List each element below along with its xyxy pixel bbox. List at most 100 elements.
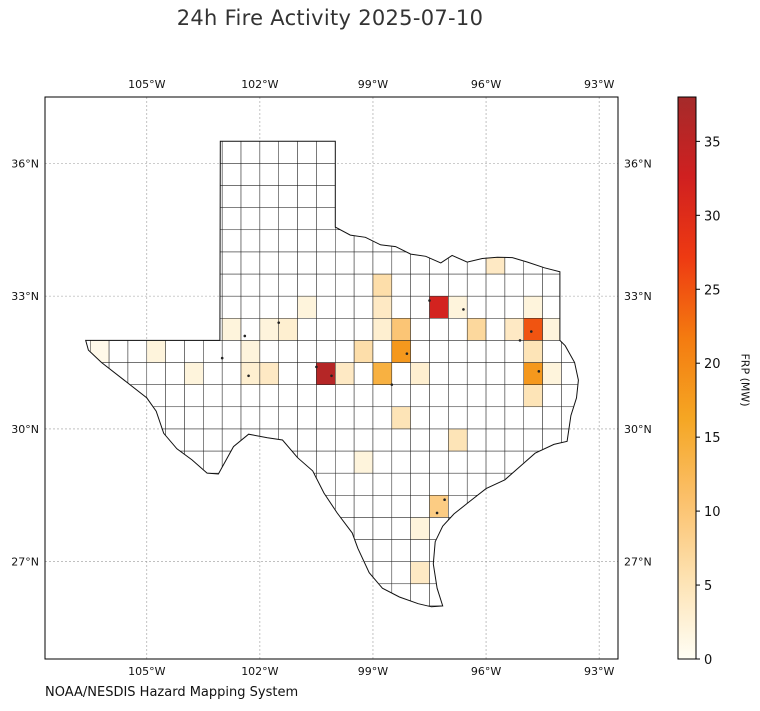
- county: [410, 406, 430, 430]
- county: [278, 295, 298, 319]
- fire-detections-layer: [220, 299, 541, 515]
- county: [372, 495, 393, 518]
- fire-detection-point: [405, 352, 409, 355]
- county: [448, 318, 468, 341]
- county: [372, 517, 393, 540]
- county: [259, 406, 279, 430]
- county-with-fire: [372, 295, 393, 319]
- county: [316, 185, 336, 208]
- county: [391, 384, 411, 408]
- county: [466, 450, 487, 474]
- county: [297, 406, 317, 430]
- county: [335, 318, 355, 341]
- county: [353, 362, 374, 385]
- county: [316, 318, 336, 341]
- county: [353, 517, 374, 540]
- county: [165, 340, 185, 363]
- county: [335, 472, 355, 496]
- county: [184, 384, 204, 408]
- county: [335, 340, 355, 363]
- county: [316, 295, 336, 319]
- fire-detection-point: [435, 511, 439, 515]
- county: [372, 428, 393, 452]
- county: [165, 406, 185, 430]
- county: [203, 428, 223, 452]
- county-with-fire: [316, 362, 336, 385]
- county: [221, 141, 242, 164]
- county: [278, 384, 298, 408]
- county: [372, 450, 393, 474]
- county: [203, 450, 223, 474]
- county: [316, 163, 336, 186]
- county: [297, 163, 317, 186]
- county-with-fire: [372, 273, 393, 297]
- county: [221, 340, 242, 363]
- colorbar-tick-label: 10: [704, 505, 721, 520]
- county-with-fire: [523, 340, 543, 363]
- county: [297, 318, 317, 341]
- county: [335, 384, 355, 408]
- lat-tick-label: 30°N: [624, 423, 652, 436]
- fire-detection-point: [529, 330, 533, 333]
- county-with-fire: [542, 318, 562, 341]
- county: [165, 362, 185, 385]
- county: [448, 472, 468, 496]
- colorbar-tick-label: 0: [704, 653, 712, 668]
- county: [259, 141, 279, 164]
- texas-state-outline: [85, 140, 579, 608]
- county: [353, 406, 374, 430]
- county: [485, 318, 506, 341]
- county: [353, 472, 374, 496]
- county: [542, 406, 562, 430]
- fire-detection-point: [247, 374, 250, 378]
- county: [429, 273, 449, 297]
- county: [523, 273, 543, 297]
- county: [278, 229, 298, 253]
- colorbar-tick-label: 35: [704, 135, 721, 150]
- county: [410, 495, 430, 518]
- county: [203, 362, 223, 385]
- county: [466, 406, 487, 430]
- county: [240, 251, 261, 275]
- county: [297, 251, 317, 275]
- county: [203, 340, 223, 363]
- county: [221, 295, 242, 319]
- fire-detection-point: [518, 339, 522, 342]
- county-with-fire: [240, 340, 261, 363]
- county: [278, 273, 298, 297]
- fire-detection-point: [220, 356, 224, 360]
- county: [316, 384, 336, 408]
- county: [372, 384, 393, 408]
- county: [466, 428, 487, 452]
- fire-detection-point: [428, 299, 431, 302]
- county: [353, 384, 374, 408]
- county: [259, 185, 279, 208]
- county: [410, 428, 430, 452]
- county-with-fire: [542, 362, 562, 385]
- county: [542, 273, 562, 297]
- county: [316, 229, 336, 253]
- county: [240, 207, 261, 231]
- county: [466, 273, 487, 297]
- county: [278, 141, 298, 164]
- county-with-fire: [448, 295, 468, 319]
- county: [335, 273, 355, 297]
- map-title: 24h Fire Activity 2025-07-10: [176, 6, 484, 30]
- county: [485, 428, 506, 452]
- lon-tick-label: 93°W: [584, 665, 614, 678]
- county: [316, 450, 336, 474]
- county: [429, 472, 449, 496]
- county: [353, 495, 374, 518]
- county: [523, 406, 543, 430]
- colorbar-label: FRP (MW): [738, 353, 752, 407]
- county-with-fire: [259, 362, 279, 385]
- county-with-fire: [410, 362, 430, 385]
- source-attribution: NOAA/NESDIS Hazard Mapping System: [45, 685, 299, 700]
- county: [184, 428, 204, 452]
- county: [127, 362, 148, 385]
- county: [240, 273, 261, 297]
- county: [240, 318, 261, 341]
- county: [297, 185, 317, 208]
- county: [485, 273, 506, 297]
- colorbar: 0 5 10 15 20 25 30 35: [677, 96, 721, 668]
